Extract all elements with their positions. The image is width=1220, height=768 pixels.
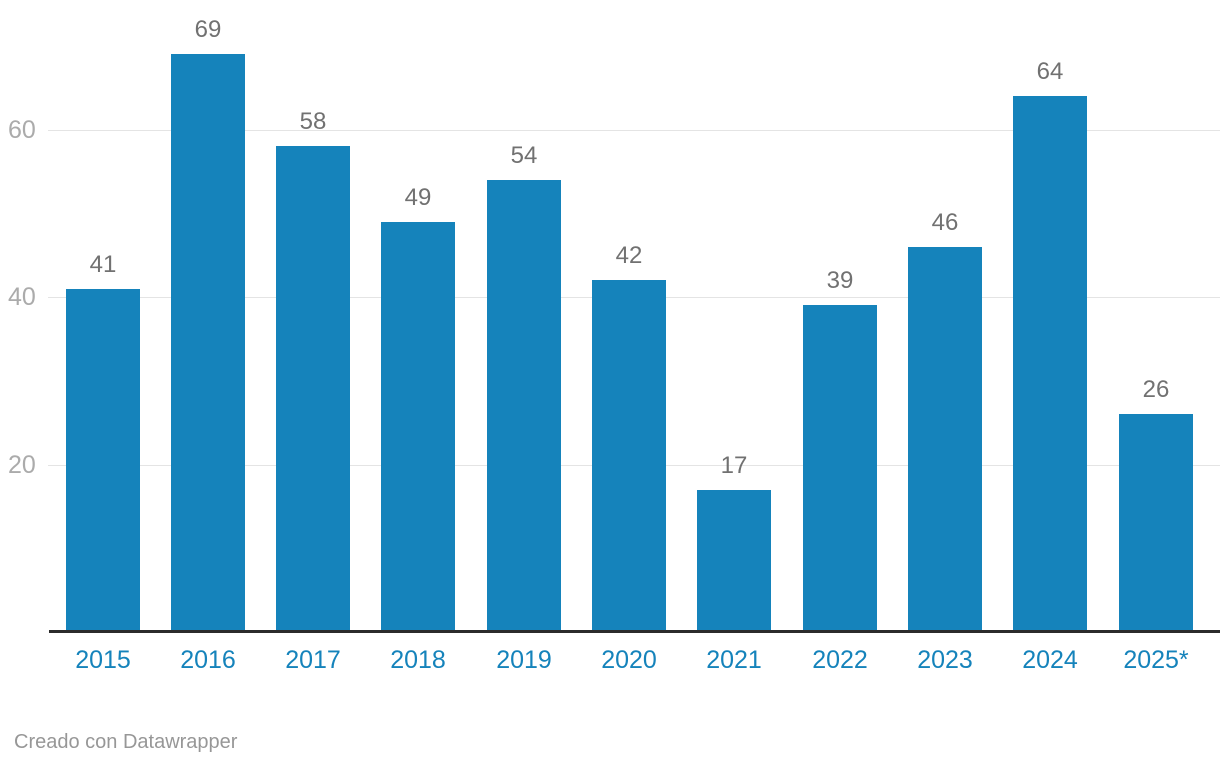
bar-value-label: 42 <box>615 242 643 269</box>
gridline <box>48 130 1220 131</box>
bar-value-label: 49 <box>404 184 432 211</box>
bar-value-label: 26 <box>1142 376 1170 403</box>
bar-value-label: 41 <box>89 251 117 278</box>
bar-2025*[interactable] <box>1119 414 1193 632</box>
bar-value-label: 69 <box>194 16 222 43</box>
y-tick-label: 20 <box>8 451 36 479</box>
bar-2020[interactable] <box>592 280 666 632</box>
bar-value-label: 17 <box>720 452 748 479</box>
x-tick-label-2023: 2023 <box>917 646 973 674</box>
bar-2019[interactable] <box>487 180 561 632</box>
x-tick-label-2022: 2022 <box>812 646 868 674</box>
bar-value-label: 46 <box>931 209 959 236</box>
x-tick-label-2016: 2016 <box>180 646 236 674</box>
bar-value-label: 54 <box>510 142 538 169</box>
x-tick-label-2021: 2021 <box>706 646 762 674</box>
x-tick-label-2020: 2020 <box>601 646 657 674</box>
x-tick-label-2019: 2019 <box>496 646 552 674</box>
x-tick-label-2024: 2024 <box>1022 646 1078 674</box>
bar-2016[interactable] <box>171 54 245 632</box>
y-tick-label: 60 <box>8 116 36 144</box>
x-tick-label-2018: 2018 <box>390 646 446 674</box>
x-axis-baseline <box>49 630 1220 633</box>
x-tick-label-2017: 2017 <box>285 646 341 674</box>
bar-value-label: 58 <box>299 108 327 135</box>
x-tick-label-2015: 2015 <box>75 646 131 674</box>
datawrapper-credit[interactable]: Creado con Datawrapper <box>14 731 238 753</box>
bar-value-label: 39 <box>826 267 854 294</box>
bar-2017[interactable] <box>276 146 350 632</box>
bar-2022[interactable] <box>803 305 877 632</box>
bar-2024[interactable] <box>1013 96 1087 632</box>
y-tick-label: 40 <box>8 283 36 311</box>
bar-value-label: 64 <box>1036 58 1064 85</box>
bar-2015[interactable] <box>66 289 140 632</box>
bar-2023[interactable] <box>908 247 982 632</box>
bar-2018[interactable] <box>381 222 455 632</box>
x-tick-label-2025*: 2025* <box>1123 646 1189 674</box>
bar-2021[interactable] <box>697 490 771 632</box>
